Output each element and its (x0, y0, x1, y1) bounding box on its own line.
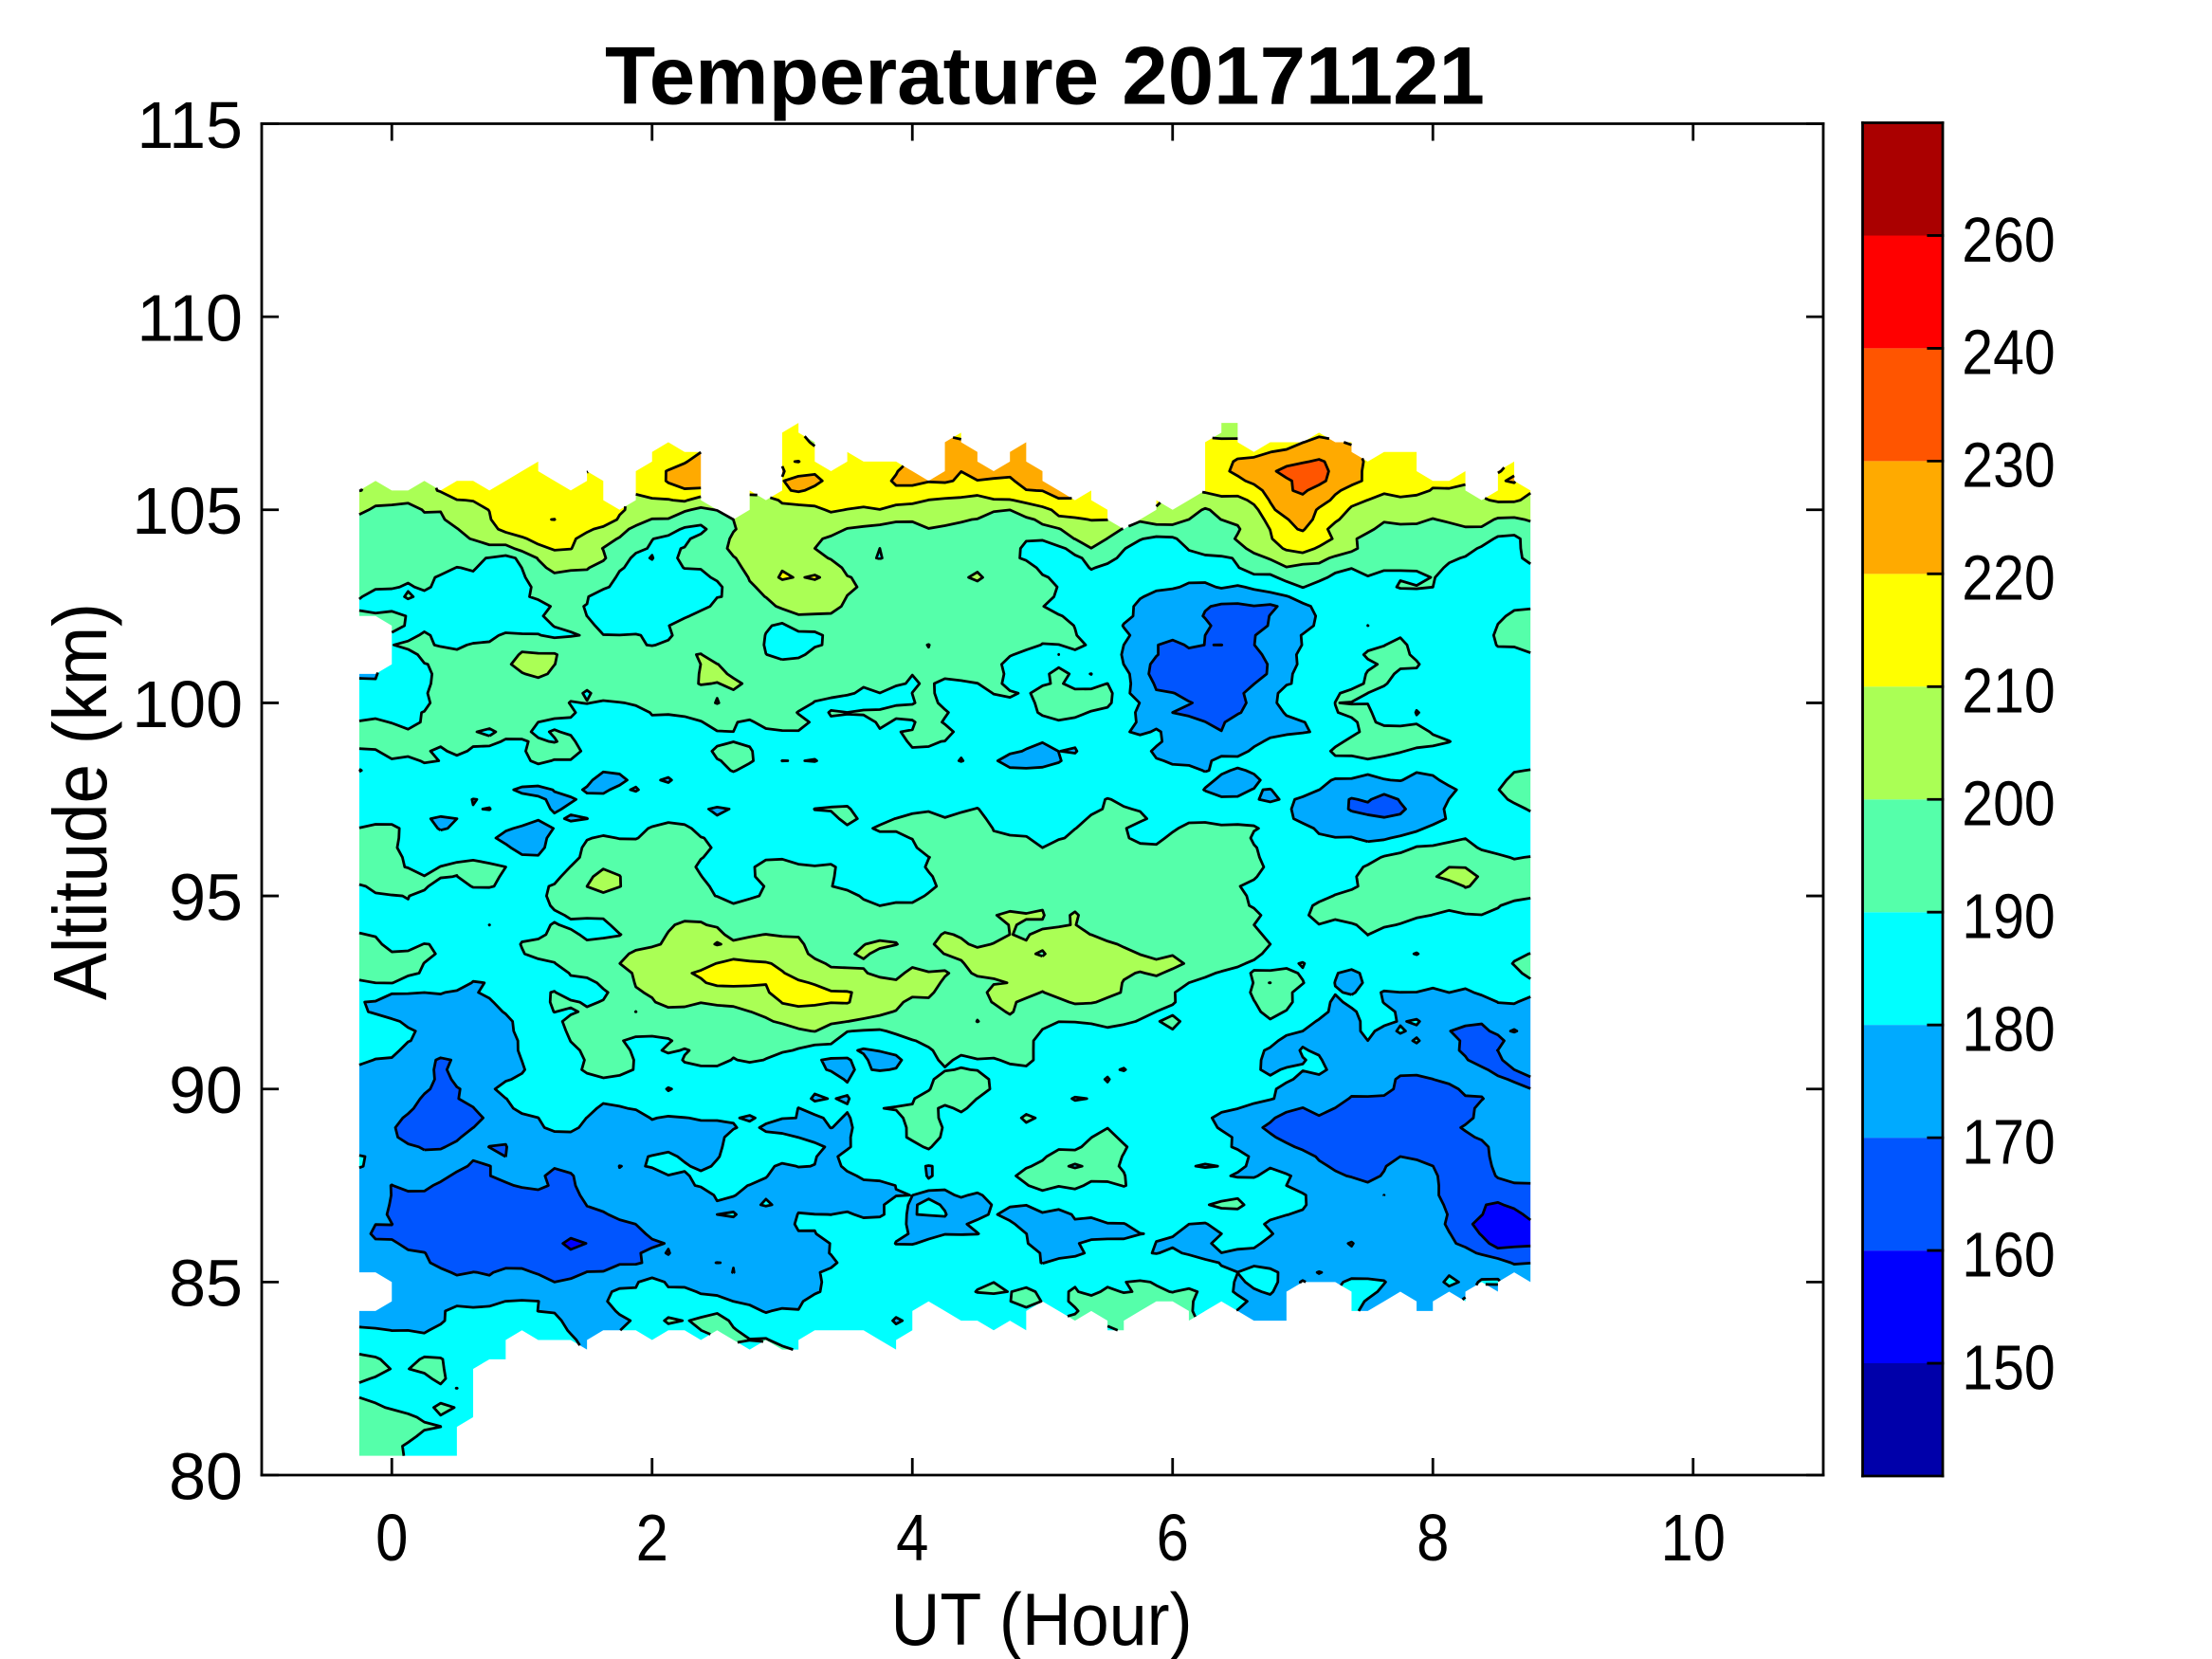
svg-text:85: 85 (169, 1247, 243, 1321)
svg-text:95: 95 (169, 860, 243, 934)
svg-text:240: 240 (1962, 318, 2055, 389)
svg-text:170: 170 (1962, 1106, 2055, 1177)
svg-text:260: 260 (1962, 205, 2055, 276)
svg-text:100: 100 (132, 667, 243, 741)
svg-text:180: 180 (1962, 994, 2055, 1065)
svg-text:220: 220 (1962, 543, 2055, 614)
svg-text:4: 4 (896, 1501, 928, 1575)
svg-text:6: 6 (1157, 1501, 1189, 1575)
svg-text:210: 210 (1962, 656, 2055, 727)
svg-text:150: 150 (1962, 1332, 2055, 1403)
svg-text:115: 115 (137, 88, 243, 162)
svg-text:2: 2 (636, 1501, 668, 1575)
svg-text:Temperature 20171121: Temperature 20171121 (605, 31, 1485, 122)
svg-text:UT (Hour): UT (Hour) (891, 1577, 1193, 1659)
svg-text:160: 160 (1962, 1219, 2055, 1290)
svg-text:110: 110 (137, 282, 243, 356)
svg-text:190: 190 (1962, 882, 2055, 953)
svg-text:10: 10 (1661, 1501, 1727, 1575)
svg-text:8: 8 (1417, 1501, 1449, 1575)
svg-text:105: 105 (132, 474, 243, 548)
svg-text:Altitude (km): Altitude (km) (38, 603, 122, 1000)
svg-text:230: 230 (1962, 430, 2055, 501)
svg-text:90: 90 (169, 1053, 243, 1127)
svg-text:0: 0 (375, 1501, 408, 1575)
svg-text:200: 200 (1962, 769, 2055, 840)
svg-text:80: 80 (169, 1439, 243, 1513)
